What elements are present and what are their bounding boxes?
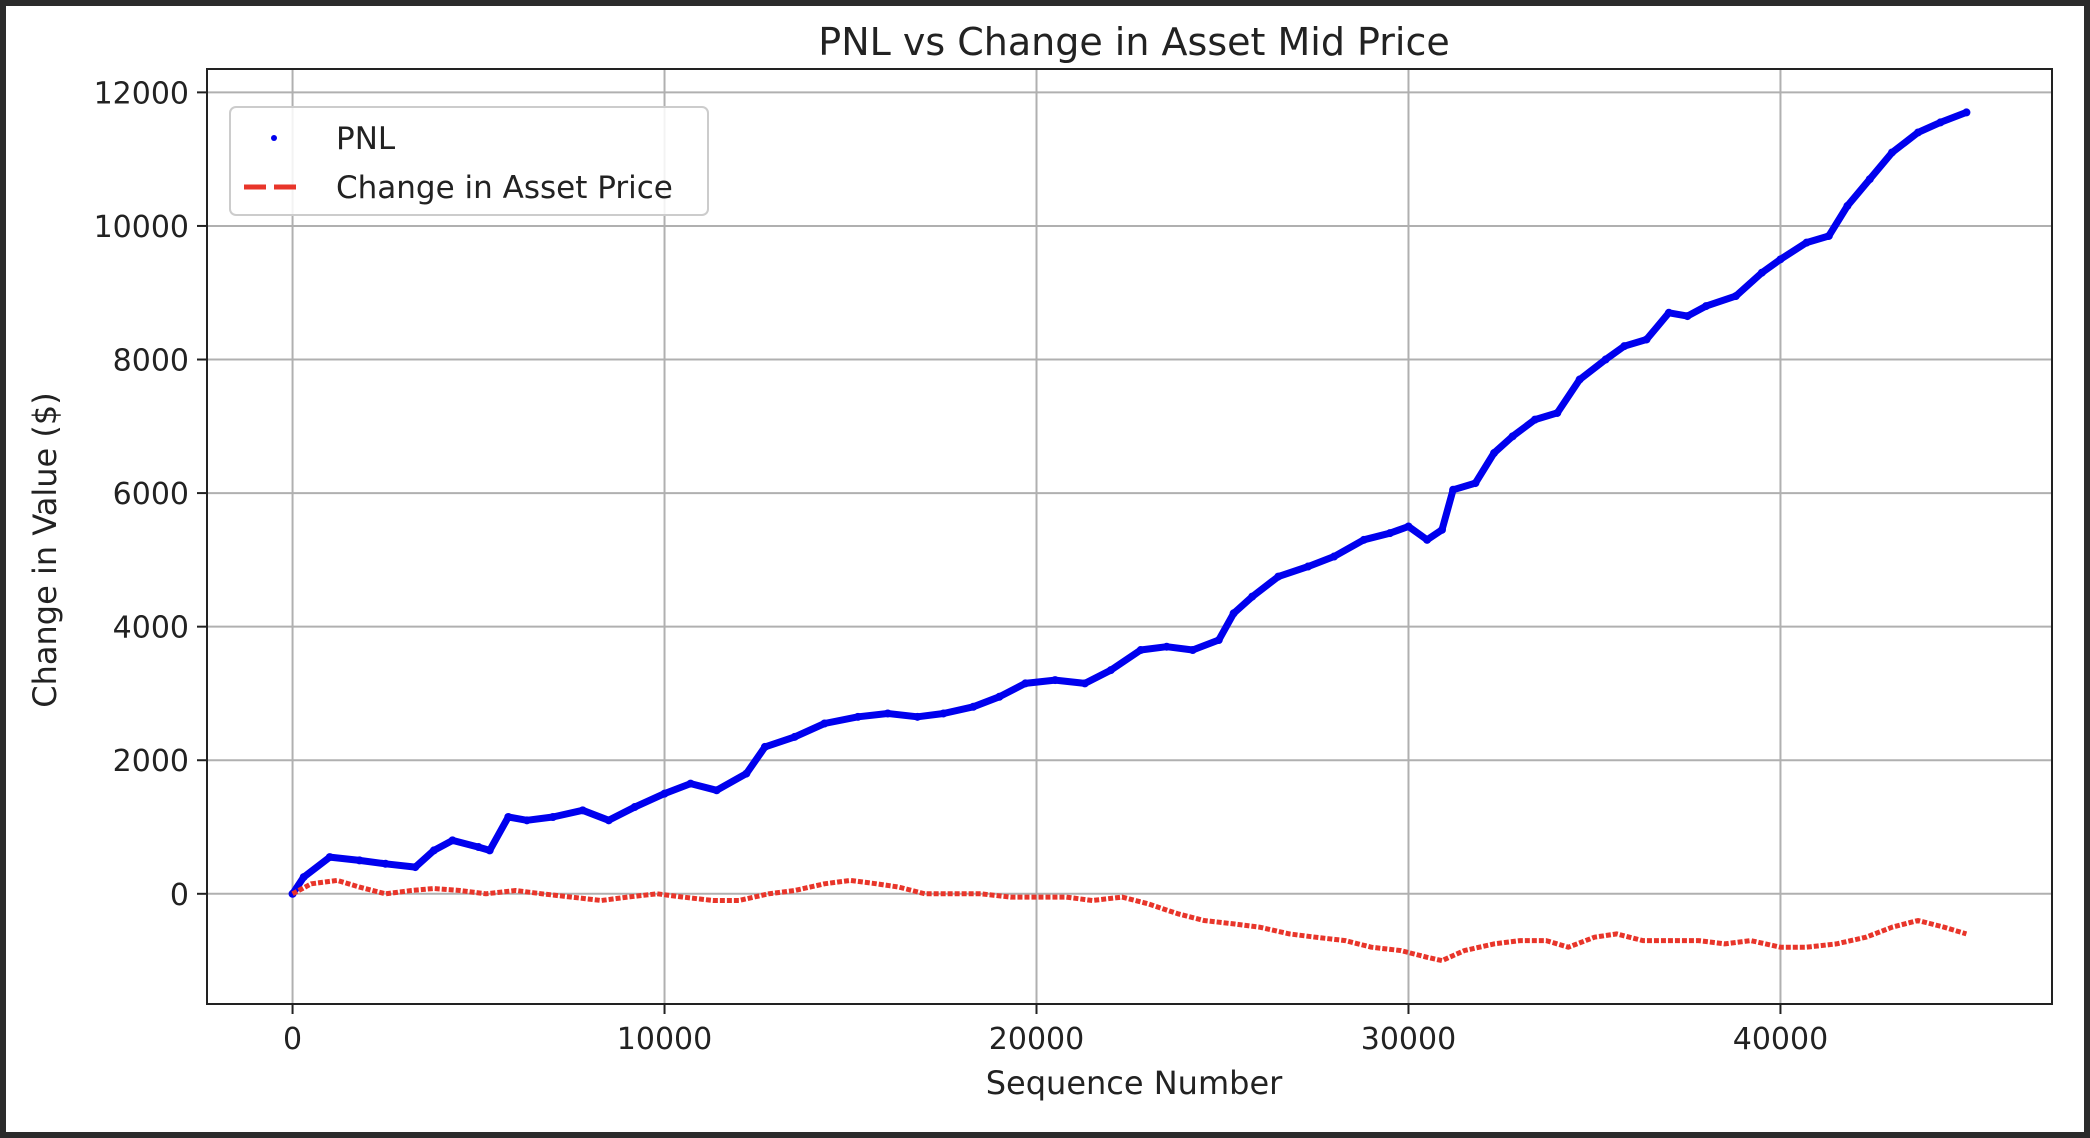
pnl-point: [712, 786, 721, 795]
pnl-point: [299, 873, 308, 882]
pnl-point: [1274, 572, 1283, 581]
pnl-point: [1731, 292, 1740, 301]
pnl-point: [883, 709, 892, 718]
legend-swatch-point: [271, 135, 277, 141]
legend: PNL Change in Asset Price: [229, 106, 709, 216]
pnl-point: [1888, 148, 1897, 157]
pnl-point: [1702, 302, 1711, 311]
pnl-point: [1136, 646, 1145, 655]
pnl-point: [1962, 108, 1971, 117]
pnl-point: [1802, 238, 1811, 247]
pnl-point: [1229, 609, 1238, 618]
legend-label: PNL: [336, 121, 396, 157]
pnl-chart: PNL vs Change in Asset Mid Price Sequenc…: [26, 20, 2053, 1102]
pnl-point: [1162, 642, 1171, 651]
y-tick-label: 2000: [113, 744, 189, 779]
chart-title: PNL vs Change in Asset Mid Price: [818, 20, 1449, 64]
pnl-point: [522, 816, 531, 825]
y-tick-label: 6000: [113, 477, 189, 512]
chart-frame: PNL vs Change in Asset Mid Price Sequenc…: [6, 6, 2084, 1132]
legend-label: Change in Asset Price: [336, 170, 673, 206]
pnl-point: [1304, 562, 1313, 571]
pnl-point: [630, 802, 639, 811]
pnl-point: [1471, 479, 1480, 488]
pnl-point: [913, 712, 922, 721]
pnl-point: [1021, 679, 1030, 688]
pnl-point: [504, 813, 513, 821]
pnl-point: [1508, 432, 1517, 441]
pnl-point: [1385, 529, 1394, 538]
y-tick-label: 10000: [94, 210, 189, 245]
y-tick-label: 0: [170, 878, 189, 913]
pnl-point: [939, 709, 948, 718]
pnl-point: [1865, 175, 1874, 184]
x-axis-label: Sequence Number: [986, 1064, 1283, 1102]
pnl-point: [1359, 535, 1368, 544]
pnl-point: [853, 712, 862, 721]
pnl-point: [1404, 522, 1413, 531]
series-trace-pnl: [289, 108, 1970, 898]
pnl-point: [1601, 355, 1610, 364]
pnl-point: [1449, 485, 1458, 494]
pnl-point: [1051, 676, 1060, 685]
pnl-point: [760, 742, 769, 751]
pnl-point: [1575, 375, 1584, 384]
pnl-point: [1248, 592, 1257, 601]
pnl-point: [474, 843, 483, 852]
pnl-point: [1423, 535, 1432, 544]
pnl-point: [485, 846, 494, 855]
grid: [207, 69, 2052, 1004]
pnl-point: [1214, 636, 1223, 645]
axis-ticks: 0 10000 20000 30000 40000 0 2000 4000 6000 8000 10…: [94, 76, 1829, 1057]
y-tick-label: 8000: [113, 344, 189, 379]
pnl-point: [355, 856, 364, 865]
pnl-point: [1642, 335, 1651, 344]
y-axis-label: Change in Value ($): [26, 392, 64, 707]
pnl-point: [411, 863, 420, 872]
pnl-point: [1757, 268, 1766, 277]
pnl-point: [578, 806, 587, 815]
pnl-point: [1437, 525, 1446, 534]
pnl-point: [429, 846, 438, 855]
pnl-point: [1824, 231, 1833, 240]
pnl-point: [1620, 342, 1629, 351]
pnl-point: [1683, 312, 1692, 321]
pnl-point: [448, 836, 457, 845]
pnl-point: [1914, 128, 1923, 137]
legend-box: [229, 106, 709, 216]
pnl-point: [686, 779, 695, 788]
pnl-point: [1664, 308, 1673, 317]
pnl-point: [1330, 552, 1339, 561]
x-tick-label: 20000: [989, 1022, 1084, 1057]
x-tick-label: 10000: [617, 1022, 712, 1057]
pnl-point: [820, 719, 829, 728]
pnl-point: [1776, 255, 1785, 264]
pnl-point: [548, 813, 557, 821]
pnl-point: [381, 859, 390, 868]
pnl-point: [1106, 666, 1115, 675]
pnl-point: [1843, 201, 1852, 210]
y-tick-label: 12000: [94, 76, 189, 111]
x-tick-label: 0: [283, 1022, 302, 1057]
plot-area-border: [206, 68, 2053, 1005]
pnl-point: [1936, 118, 1945, 127]
pnl-point: [660, 789, 669, 798]
pnl-point: [1080, 679, 1089, 688]
pnl-point: [995, 692, 1004, 701]
y-tick-label: 4000: [113, 611, 189, 646]
pnl-point: [1530, 415, 1539, 424]
series-line-asset-price: [291, 877, 1968, 964]
x-tick-label: 40000: [1733, 1022, 1828, 1057]
pnl-point: [969, 702, 978, 711]
pnl-point: [790, 732, 799, 741]
pnl-point: [742, 769, 751, 778]
pnl-point: [604, 816, 613, 825]
pnl-point: [325, 853, 334, 862]
pnl-point: [1553, 408, 1562, 417]
pnl-point: [1188, 646, 1197, 655]
plot-series: [288, 108, 1971, 964]
x-tick-label: 30000: [1361, 1022, 1456, 1057]
pnl-point: [1490, 449, 1499, 458]
